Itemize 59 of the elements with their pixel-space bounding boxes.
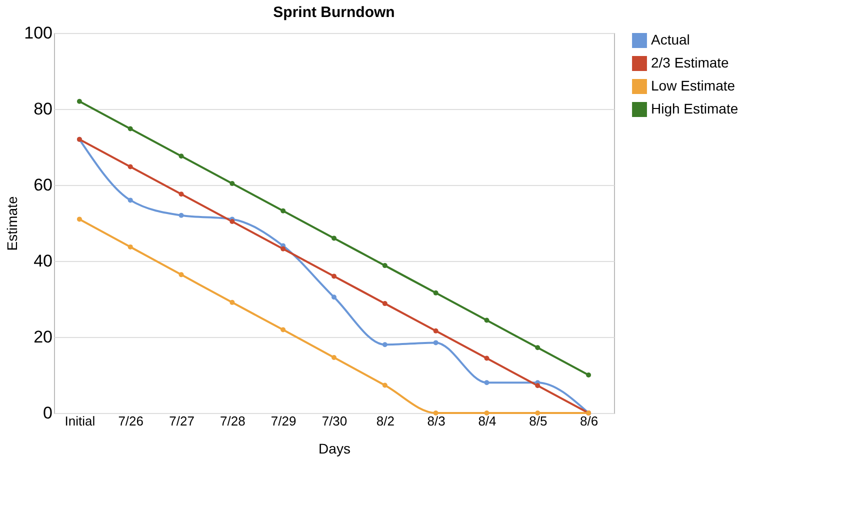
y-tick-label: 20 [34,328,52,346]
legend-label: Low Estimate [651,78,736,94]
y-tick-label: 60 [34,176,52,194]
x-tick-label: 8/4 [478,414,496,428]
point [332,274,336,279]
x-tick-label: 7/28 [220,414,246,428]
point [230,180,235,186]
point [76,216,82,222]
point [382,342,388,348]
point [433,410,438,416]
legend-label: High Estimate [651,100,738,116]
y-tick-label: 0 [43,404,52,422]
point [586,372,592,378]
point [178,212,184,218]
x-tick-label: Initial [64,414,96,428]
x-tick-label: 7/27 [169,414,194,428]
legend-label: Actual [651,32,690,48]
point [128,198,133,203]
point [280,208,286,214]
y-tick-label: 40 [34,252,52,270]
y-tick-label: 100 [24,24,52,42]
point [382,382,388,388]
y-axis-title: Estimate [4,196,20,251]
point [382,263,388,268]
point [280,246,286,252]
point [433,328,438,334]
x-tick-label: 8/5 [529,414,548,428]
chart-title: Sprint Burndown [273,4,395,21]
point [128,126,133,132]
y-tick-label: 80 [34,100,52,118]
point [484,318,490,323]
point [280,327,286,332]
point [382,301,388,306]
x-tick-label: 7/26 [118,414,144,428]
point [178,192,184,197]
point [484,410,490,416]
x-tick-label: 8/3 [427,414,446,428]
point [230,300,235,305]
point [484,356,490,361]
point [178,272,184,278]
point [332,294,336,300]
x-axis-title: Days [318,440,350,456]
x-tick-label: 7/29 [270,414,296,428]
x-tick-label: 8/6 [580,414,598,428]
legend-label: 2/3 Estimate [651,54,730,70]
point [433,290,438,296]
point [128,164,133,170]
point [535,410,540,416]
point [484,380,490,386]
point [178,154,184,159]
point [535,383,540,388]
point [332,355,336,360]
point [332,236,336,241]
x-tick-label: 7/30 [322,414,348,428]
point [128,244,133,250]
point [76,98,82,104]
x-tick-label: 8/2 [376,414,394,428]
point [433,340,438,346]
point [535,345,540,350]
